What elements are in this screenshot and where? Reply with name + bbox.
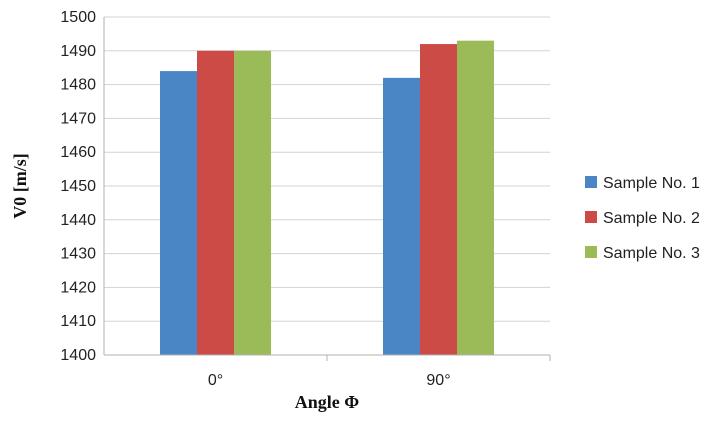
legend-swatch	[585, 246, 597, 258]
y-tick-label: 1470	[60, 110, 96, 127]
bar-2-cat2	[420, 44, 457, 355]
bar-2-cat1	[197, 50, 234, 356]
y-tick-label: 1490	[60, 43, 96, 60]
legend-label: Sample No. 2	[603, 210, 700, 227]
bar-3-cat1	[234, 50, 271, 356]
bars	[160, 40, 494, 356]
y-tick-labels: 1400 1410 1420 1430 1440 1450 1460 1470 1480 1490…	[60, 9, 96, 364]
x-tick-labels: 0° 90°	[208, 372, 451, 389]
y-tick-label: 1460	[60, 144, 96, 161]
legend-swatch	[585, 211, 597, 223]
y-tick-label: 1420	[60, 279, 96, 296]
y-tick-label: 1400	[60, 347, 96, 364]
bar-3-cat2	[457, 40, 494, 355]
y-tick-label: 1500	[60, 9, 96, 26]
y-tick-label: 1430	[60, 246, 96, 263]
x-tick-label: 0°	[208, 372, 223, 389]
legend-swatch	[585, 176, 597, 188]
y-tick-label: 1450	[60, 178, 96, 195]
y-axis-title: V0 [m/s]	[10, 153, 30, 219]
legend-label: Sample No. 1	[603, 175, 700, 192]
bar-1-cat2	[383, 77, 420, 355]
legend: Sample No. 1 Sample No. 2 Sample No. 3	[585, 175, 700, 262]
x-tick-label: 90°	[426, 372, 450, 389]
legend-label: Sample No. 3	[603, 245, 700, 262]
bar-1-cat1	[160, 71, 197, 355]
x-axis-title: Angle Φ	[295, 392, 360, 412]
y-tick-label: 1440	[60, 212, 96, 229]
axes	[103, 17, 551, 361]
y-tick-label: 1480	[60, 77, 96, 94]
y-tick-label: 1410	[60, 313, 96, 330]
